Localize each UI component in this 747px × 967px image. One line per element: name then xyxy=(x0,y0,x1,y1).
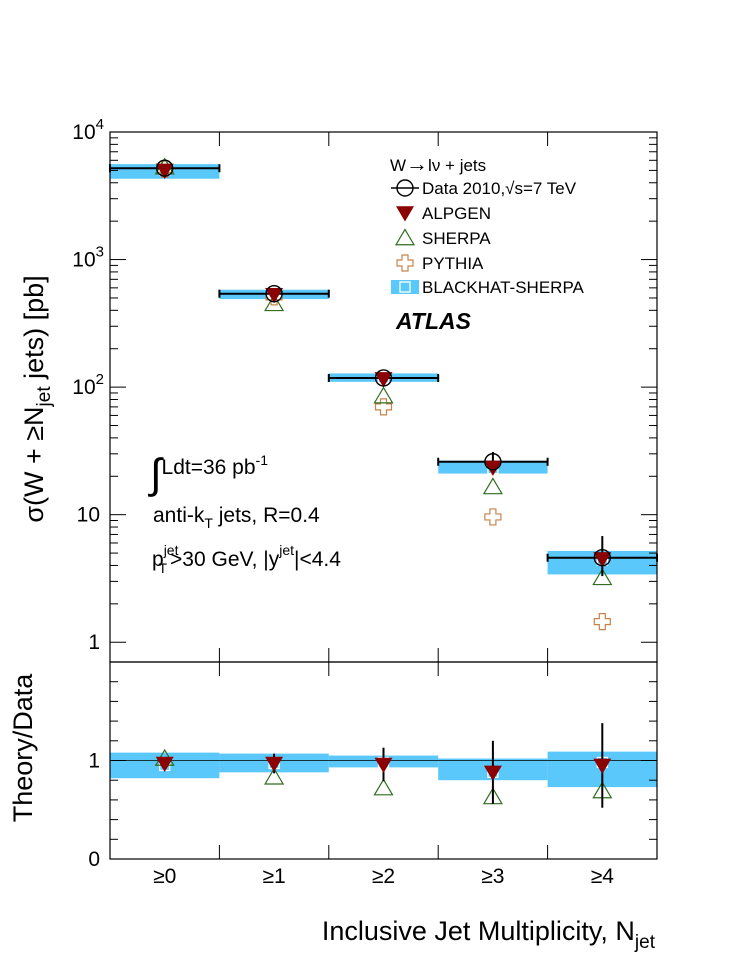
kinematic-cuts-annotation: pjet T >30 GeV, |yjet|<4.4 xyxy=(152,542,341,576)
legend-entry-label: BLACKHAT-SHERPA xyxy=(422,278,585,297)
y-tick-label: 10 xyxy=(77,504,100,527)
ratio-panel: 01 ≥0 ≥1 ≥2 ≥3 ≥4 Theory/Data Inclusive Jet … xyxy=(8,132,658,953)
sherpa-marker xyxy=(264,294,285,312)
y-tick-label: 1 xyxy=(88,631,100,654)
jet-algorithm-annotation: anti-kT jets, R=0.4 xyxy=(153,504,320,531)
alpgen-marker xyxy=(483,460,502,476)
pythia-marker xyxy=(484,508,502,526)
x-tick-label: ≥3 xyxy=(481,865,504,888)
legend-entry-label: ALPGEN xyxy=(422,204,491,223)
data-marker xyxy=(593,548,611,567)
legend-entry-label: PYTHIA xyxy=(422,254,484,273)
x-tick-label: ≥4 xyxy=(591,865,615,888)
alpgen-marker xyxy=(265,287,284,304)
sherpa-marker xyxy=(592,568,613,586)
x-tick-label: ≥2 xyxy=(372,865,395,888)
sherpa-ratio-marker xyxy=(373,778,394,796)
pythia-marker xyxy=(593,613,611,631)
x-tick-label: ≥0 xyxy=(153,865,176,888)
main-marker-layer xyxy=(109,157,658,631)
y-tick-label: 103 xyxy=(72,244,104,272)
legend-marker xyxy=(394,228,416,246)
data-marker xyxy=(155,159,174,177)
ratio-y-tick-label: 0 xyxy=(88,848,100,871)
alpgen-ratio-marker xyxy=(374,757,393,773)
ratio-y-axis-label: Theory/Data xyxy=(8,673,38,823)
atlas-label: ATLAS xyxy=(395,308,472,334)
alpgen-ratio-marker xyxy=(265,756,284,773)
sherpa-marker xyxy=(373,386,394,404)
legend-data-marker xyxy=(396,179,414,197)
legend-entry-label: SHERPA xyxy=(422,229,491,248)
alpgen-ratio-marker xyxy=(593,758,612,774)
y-tick-label: 104 xyxy=(72,116,104,144)
x-axis: ≥0 ≥1 ≥2 ≥3 ≥4 xyxy=(109,132,658,888)
ratio-y-axis: 01 xyxy=(88,661,657,871)
data-marker xyxy=(484,453,502,471)
x-tick-label: ≥1 xyxy=(262,865,285,888)
x-axis-label: Inclusive Jet Multiplicity, Njet xyxy=(322,916,656,953)
main-panel: 1 10 102 103 104 σ(W + ≥Njet jets) [pb] W→lν… xyxy=(19,116,658,663)
alpgen-marker xyxy=(374,372,393,388)
legend-header: W→lν + jets xyxy=(390,151,486,176)
alpgen-marker xyxy=(155,163,174,179)
sherpa-marker xyxy=(482,477,503,495)
legend: W→lν + jets Data 2010,√s=7 TeV ALPGEN SHERP… xyxy=(390,151,585,297)
alpgen-ratio-marker xyxy=(155,756,174,773)
y-tick-label: 102 xyxy=(72,371,104,399)
data-marker xyxy=(265,284,283,303)
legend-marker xyxy=(396,254,414,272)
alpgen-ratio-marker xyxy=(483,765,502,781)
main-plot-frame xyxy=(109,131,658,663)
pythia-marker xyxy=(374,398,393,416)
alpgen-marker xyxy=(593,552,612,568)
ratio-y-tick-label: 1 xyxy=(88,750,100,773)
luminosity-annotation: ∫Ldt=36 pb-1 xyxy=(148,450,268,497)
legend-marker xyxy=(396,206,414,222)
legend-entry-label: Data 2010,√s=7 TeV xyxy=(422,179,577,198)
main-y-axis: 1 10 102 103 104 xyxy=(72,116,657,654)
data-marker xyxy=(374,369,393,387)
legend-band-swatch xyxy=(391,280,419,294)
ratio-marker-layer xyxy=(154,723,613,808)
sherpa-ratio-marker xyxy=(264,767,285,785)
main-y-axis-label: σ(W + ≥Njet jets) [pb] xyxy=(19,275,55,522)
legend-band-marker xyxy=(399,281,411,293)
